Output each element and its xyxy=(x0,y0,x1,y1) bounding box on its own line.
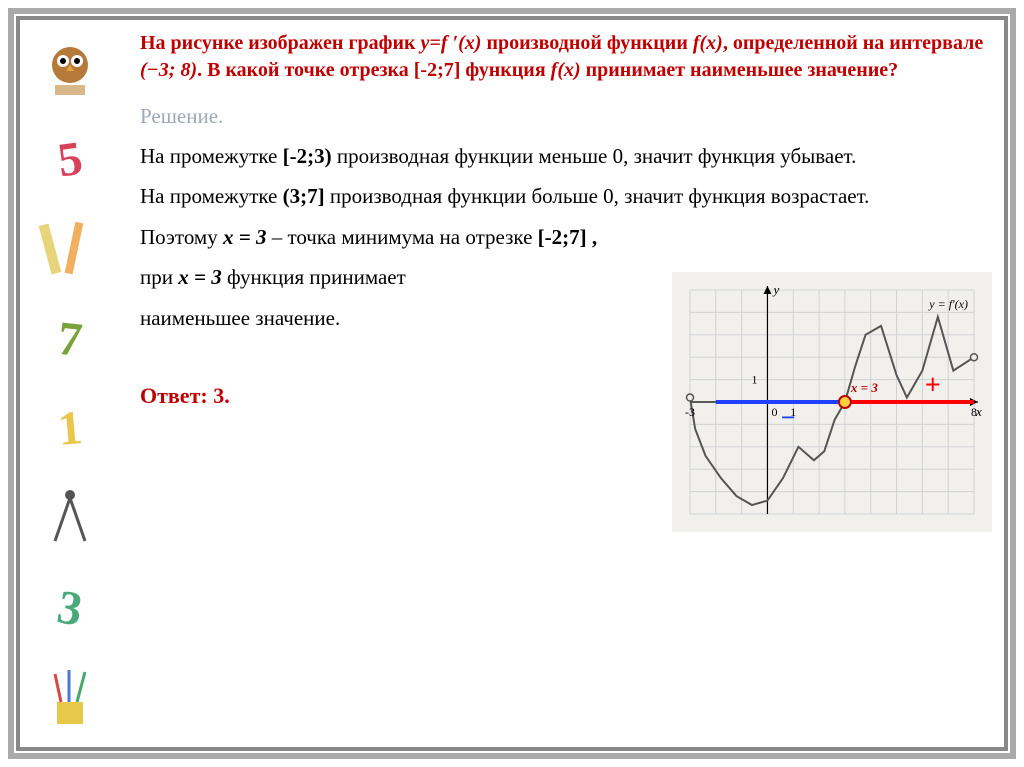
text: производная функции меньше 0, значит фун… xyxy=(332,144,857,168)
text: Поэтому xyxy=(140,225,223,249)
content-area: На рисунке изображен график y=f ′(x) про… xyxy=(140,30,992,737)
graph-marker xyxy=(839,396,851,408)
x-equals: x = 3 xyxy=(178,265,221,289)
svg-text:-3: -3 xyxy=(685,405,695,419)
svg-text:+: + xyxy=(925,370,941,401)
svg-text:x: x xyxy=(975,404,982,419)
solution-para-5: наименьшее значение. xyxy=(140,303,662,333)
number-7-decoration: 7 xyxy=(26,295,114,383)
solution-heading: Решение. xyxy=(140,104,992,129)
problem-fx: f(x) xyxy=(693,32,723,54)
text: наименьшее значение. xyxy=(140,306,340,330)
problem-fn: y=f ′(x) xyxy=(421,32,482,54)
text: функция принимает xyxy=(222,265,406,289)
graph-figure: 01-381yxy = f′(x)x = 3+− xyxy=(672,272,992,532)
ruler-pencil-decoration xyxy=(30,209,110,289)
problem-segment: [-2;7] xyxy=(414,59,461,81)
problem-text: функция xyxy=(460,59,550,81)
interval-bold: (3;7] xyxy=(283,184,325,208)
pencil-cup-decoration xyxy=(30,657,110,737)
svg-text:0: 0 xyxy=(771,405,777,419)
lower-text-block: при x = 3 функция принимает наименьшее з… xyxy=(140,262,662,409)
solution-para-4: при x = 3 функция принимает xyxy=(140,262,662,292)
problem-text: производной функции xyxy=(481,32,692,54)
text: при xyxy=(140,265,178,289)
svg-text:y: y xyxy=(771,282,779,297)
solution-para-3: Поэтому x = 3 – точка минимума на отрезк… xyxy=(140,222,992,252)
text: На промежутке xyxy=(140,144,283,168)
svg-text:y = f′(x): y = f′(x) xyxy=(928,297,968,311)
answer-line: Ответ: 3. xyxy=(140,383,662,409)
owl-decoration xyxy=(30,30,110,110)
problem-fx: f(x) xyxy=(551,59,581,81)
problem-text: принимает наименьшее значение? xyxy=(581,59,899,81)
number-3-decoration: 3 xyxy=(24,561,117,654)
solution-para-2: На промежутке (3;7] производная функции … xyxy=(140,181,992,211)
svg-text:1: 1 xyxy=(751,373,757,387)
number-5-decoration: 5 xyxy=(25,114,115,204)
compass-decoration xyxy=(30,478,110,558)
problem-text: На рисунке изображен график xyxy=(140,32,421,54)
number-1-decoration: 1 xyxy=(27,385,114,472)
interval-bold: [-2;3) xyxy=(283,144,332,168)
graph-svg: 01-381yxy = f′(x)x = 3+− xyxy=(672,272,992,532)
problem-statement: На рисунке изображен график y=f ′(x) про… xyxy=(140,30,992,84)
svg-text:x = 3: x = 3 xyxy=(850,380,878,395)
lower-row: при x = 3 функция принимает наименьшее з… xyxy=(140,262,992,532)
problem-text: . В какой точке отрезка xyxy=(197,59,414,81)
x-equals: x = 3 xyxy=(223,225,266,249)
text: – точка минимума на отрезке xyxy=(266,225,537,249)
text: На промежутке xyxy=(140,184,283,208)
decorative-left-strip: 5 7 1 3 xyxy=(20,20,120,747)
problem-interval: (−3; 8) xyxy=(140,59,197,81)
text: производная функции больше 0, значит фун… xyxy=(325,184,870,208)
problem-text: , определенной на интервале xyxy=(723,32,983,54)
svg-text:−: − xyxy=(781,403,796,432)
slide-frame: 5 7 1 3 На рисунке изображен график y=f … xyxy=(0,0,1024,767)
solution-para-1: На промежутке [-2;3) производная функции… xyxy=(140,141,992,171)
segment-bold: [-2;7] , xyxy=(538,225,597,249)
